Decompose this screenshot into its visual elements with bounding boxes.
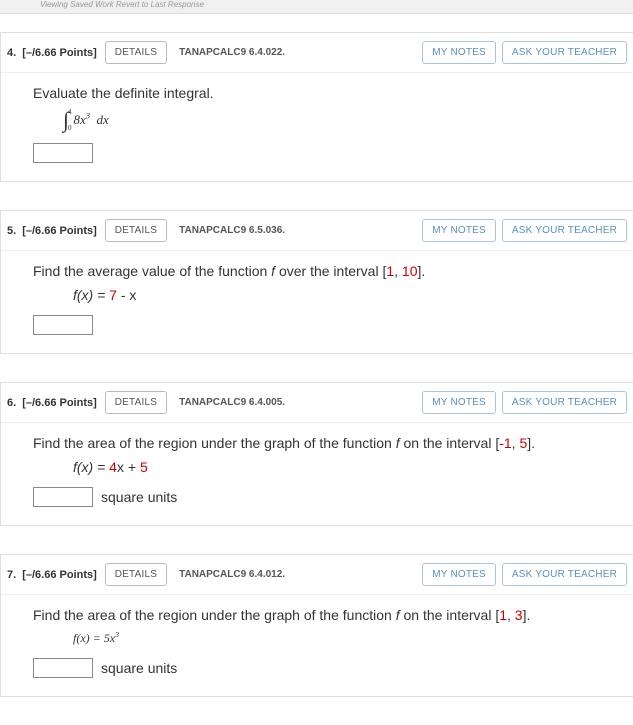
question-points: [–/6.66 Points]: [22, 225, 97, 237]
question-number: 7.: [7, 569, 16, 581]
integral-expression: ∫ 4 0 8x3 dx: [63, 109, 625, 131]
function-expression: f(x) = 5x3: [73, 631, 625, 646]
function-expression: f(x) = 4x + 5: [73, 459, 625, 475]
integral-upper: 4: [68, 108, 72, 116]
question-body: Evaluate the definite integral. ∫ 4 0 8x…: [1, 73, 633, 181]
question-ref: TANAPCALC9 6.4.022.: [179, 47, 285, 58]
answer-row: square units: [33, 658, 625, 678]
question-number: 6.: [7, 397, 16, 409]
ask-teacher-button[interactable]: ASK YOUR TEACHER: [502, 391, 627, 414]
question-header: 7. [–/6.66 Points] DETAILS TANAPCALC9 6.…: [1, 555, 633, 595]
integrand: 8x3 dx: [74, 112, 109, 128]
question-points: [–/6.66 Points]: [22, 397, 97, 409]
details-button[interactable]: DETAILS: [105, 219, 167, 242]
question-header: 4. [–/6.66 Points] DETAILS TANAPCALC9 6.…: [1, 33, 633, 73]
answer-units: square units: [101, 660, 177, 676]
question-points: [–/6.66 Points]: [22, 47, 97, 59]
question-prompt: Find the area of the region under the gr…: [33, 435, 625, 451]
details-button[interactable]: DETAILS: [105, 563, 167, 586]
answer-row: [33, 315, 625, 335]
answer-input[interactable]: [33, 143, 93, 163]
details-button[interactable]: DETAILS: [105, 391, 167, 414]
my-notes-button[interactable]: MY NOTES: [422, 563, 496, 586]
question-5: 5. [–/6.66 Points] DETAILS TANAPCALC9 6.…: [0, 210, 633, 354]
question-7: 7. [–/6.66 Points] DETAILS TANAPCALC9 6.…: [0, 554, 633, 697]
my-notes-button[interactable]: MY NOTES: [422, 391, 496, 414]
question-number: 5.: [7, 225, 16, 237]
question-ref: TANAPCALC9 6.4.012.: [179, 569, 285, 580]
answer-row: [33, 143, 625, 163]
top-status-bar: Viewing Saved Work Revert to Last Respon…: [0, 0, 633, 14]
question-prompt: Find the average value of the function f…: [33, 263, 625, 279]
question-prompt: Find the area of the region under the gr…: [33, 607, 625, 623]
answer-input[interactable]: [33, 658, 93, 678]
function-expression: f(x) = 7 - x: [73, 287, 625, 303]
question-ref: TANAPCALC9 6.4.005.: [179, 397, 285, 408]
top-status-text: Viewing Saved Work Revert to Last Respon…: [40, 0, 204, 9]
question-header: 6. [–/6.66 Points] DETAILS TANAPCALC9 6.…: [1, 383, 633, 423]
question-6: 6. [–/6.66 Points] DETAILS TANAPCALC9 6.…: [0, 382, 633, 526]
question-body: Find the average value of the function f…: [1, 251, 633, 353]
details-button[interactable]: DETAILS: [105, 41, 167, 64]
my-notes-button[interactable]: MY NOTES: [422, 219, 496, 242]
question-4: 4. [–/6.66 Points] DETAILS TANAPCALC9 6.…: [0, 32, 633, 182]
ask-teacher-button[interactable]: ASK YOUR TEACHER: [502, 41, 627, 64]
my-notes-button[interactable]: MY NOTES: [422, 41, 496, 64]
answer-input[interactable]: [33, 487, 93, 507]
question-number: 4.: [7, 47, 16, 59]
integral-lower: 0: [68, 124, 72, 132]
ask-teacher-button[interactable]: ASK YOUR TEACHER: [502, 563, 627, 586]
ask-teacher-button[interactable]: ASK YOUR TEACHER: [502, 219, 627, 242]
answer-units: square units: [101, 489, 177, 505]
question-points: [–/6.66 Points]: [22, 569, 97, 581]
answer-row: square units: [33, 487, 625, 507]
question-ref: TANAPCALC9 6.5.036.: [179, 225, 285, 236]
question-body: Find the area of the region under the gr…: [1, 595, 633, 696]
question-body: Find the area of the region under the gr…: [1, 423, 633, 525]
answer-input[interactable]: [33, 315, 93, 335]
question-header: 5. [–/6.66 Points] DETAILS TANAPCALC9 6.…: [1, 211, 633, 251]
question-prompt: Evaluate the definite integral.: [33, 85, 625, 101]
